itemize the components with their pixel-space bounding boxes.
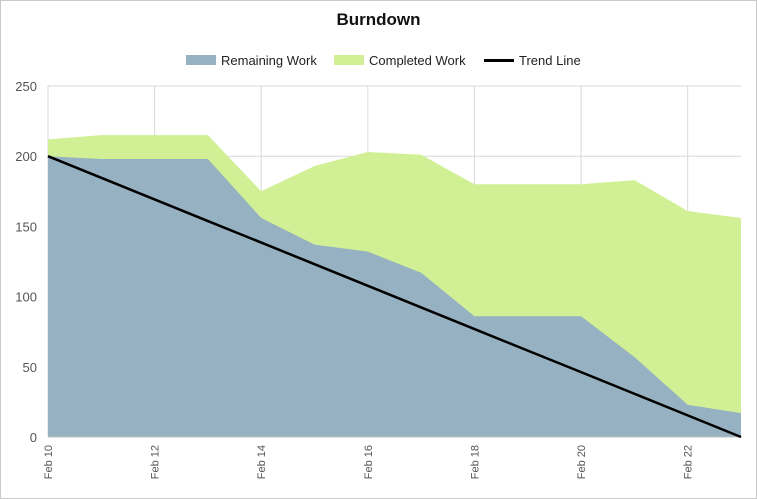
- y-tick-label-0: 0: [30, 430, 37, 445]
- y-tick-label-250: 250: [15, 79, 37, 94]
- x-tick-label-feb-16: Feb 16: [363, 445, 375, 479]
- legend-item-trend-line: Trend Line: [484, 51, 581, 69]
- legend-swatch-remaining-work: [186, 55, 216, 65]
- y-tick-label-150: 150: [15, 219, 37, 234]
- legend-item-remaining-work: Remaining Work: [186, 51, 317, 69]
- legend-label-remaining-work: Remaining Work: [221, 52, 317, 68]
- y-tick-label-100: 100: [15, 290, 37, 305]
- x-tick-label-feb-18: Feb 18: [469, 445, 481, 479]
- y-tick-label-200: 200: [15, 149, 37, 164]
- y-tick-label-50: 50: [23, 360, 37, 375]
- x-tick-label-feb-14: Feb 14: [256, 445, 268, 479]
- x-tick-label-feb-22: Feb 22: [683, 445, 695, 479]
- chart-title: Burndown: [336, 10, 421, 29]
- legend-swatch-completed-work: [334, 55, 364, 65]
- legend-swatch-trend-line: [484, 58, 514, 62]
- x-tick-label-feb-20: Feb 20: [576, 445, 588, 479]
- legend-item-completed-work: Completed Work: [334, 51, 466, 69]
- legend-label-completed-work: Completed Work: [369, 52, 466, 68]
- x-tick-label-feb-10: Feb 10: [43, 445, 55, 479]
- x-tick-label-feb-12: Feb 12: [150, 445, 162, 479]
- legend-label-trend-line: Trend Line: [519, 52, 581, 68]
- trend-line: [47, 155, 742, 439]
- chart-legend: Remaining Work Completed Work Trend Line: [0, 51, 757, 69]
